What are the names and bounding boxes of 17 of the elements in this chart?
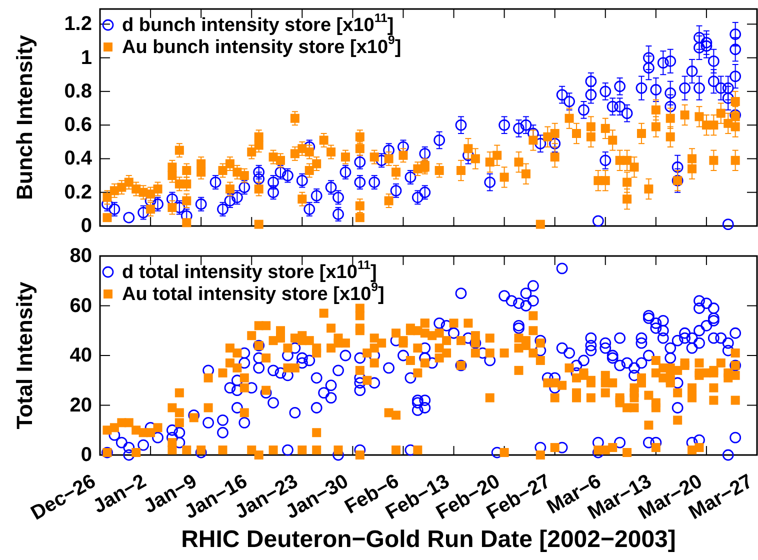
y-tick-label: 0 — [80, 444, 92, 466]
legend-label: d bunch intensity store [x10$^{11}$] — [122, 11, 394, 36]
x-axis-title: RHIC Deuteron−Gold Run Date [2002−2003] — [181, 526, 676, 553]
y-axis-title: Total Intensity — [12, 280, 36, 430]
y-tick-label: 60 — [70, 294, 92, 317]
legend-label: d total intensity store [x10$^{11}$] — [122, 258, 377, 282]
y-axis-title: Bunch Intensity — [12, 34, 36, 200]
y-tick-label: 0.8 — [64, 80, 92, 102]
y-tick-label: 0.2 — [64, 181, 92, 204]
y-tick-label: 40 — [70, 344, 92, 366]
y-tick-label: 20 — [70, 394, 92, 416]
y-tick-label: 0.6 — [64, 114, 92, 136]
y-tick-label: 1 — [80, 46, 92, 69]
y-tick-label: 0.4 — [64, 148, 93, 170]
y-tick-label: 80 — [70, 245, 92, 267]
y-tick-label: 0 — [80, 215, 92, 237]
y-tick-label: 1.2 — [64, 13, 92, 36]
